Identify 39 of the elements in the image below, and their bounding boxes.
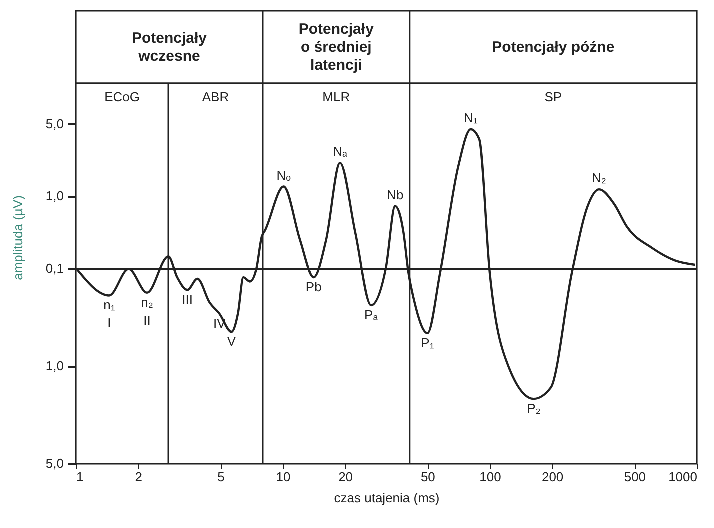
text: Potencjały późne (492, 39, 615, 56)
annotation: P₂ (527, 401, 541, 416)
x-tick-label: 1000 (668, 470, 698, 484)
annotation: III (182, 292, 194, 308)
annotation: P₁ (421, 335, 435, 350)
text: Potencjały wczesne (132, 30, 208, 66)
y-axis-title: amplituda (µV) (10, 196, 26, 280)
annotation: N₁ (464, 110, 478, 126)
annotation: n₁ (104, 298, 116, 313)
annotation: Pb (306, 280, 322, 295)
text: SP (544, 89, 562, 104)
annotation: II (144, 312, 151, 328)
annotation: I (108, 316, 112, 331)
text: 5,0 (46, 116, 64, 132)
x-tick-label: 2 (135, 470, 142, 484)
x-tick-label: 100 (480, 470, 502, 484)
text: MLR (322, 89, 350, 104)
annotation: Nₐ (333, 144, 348, 160)
annotation: Nₒ (276, 168, 292, 183)
text: 1,0 (46, 358, 64, 374)
x-tick-label: 50 (420, 470, 436, 484)
text: ABR (202, 89, 230, 104)
text: 1,0 (46, 188, 64, 204)
x-tick-label: 20 (338, 470, 354, 484)
annotation: Nb (387, 187, 404, 202)
x-axis-title: czas utajenia (ms) (334, 490, 440, 506)
text: 0,1 (46, 261, 64, 276)
x-tick-label: 200 (542, 470, 564, 484)
annotation: N₂ (592, 170, 606, 186)
text: ECoG (104, 89, 140, 104)
annotation: Pₐ (364, 307, 378, 322)
x-tick-label: 500 (624, 470, 646, 484)
x-tick-label: 5 (218, 470, 225, 484)
annotation: n₂ (141, 294, 154, 310)
text: Potencjały o średniej latencji (298, 21, 375, 74)
annotation: V (227, 334, 236, 350)
x-tick-label: 1 (76, 470, 84, 484)
text: 5,0 (46, 456, 64, 471)
x-tick-label: 10 (276, 470, 291, 484)
